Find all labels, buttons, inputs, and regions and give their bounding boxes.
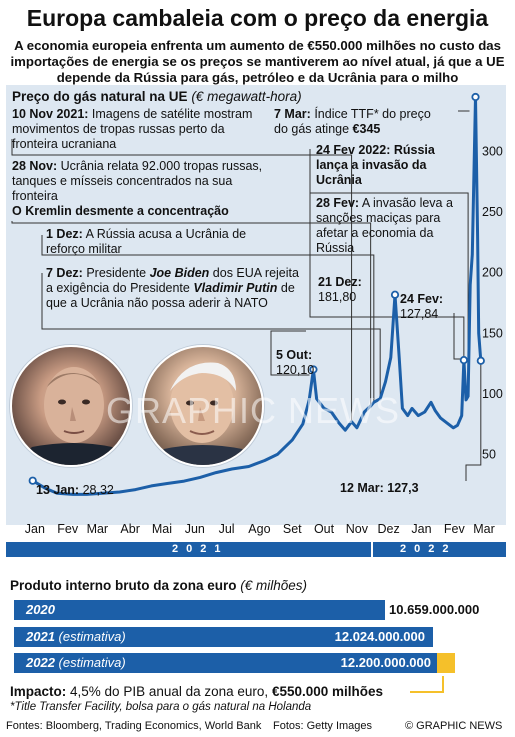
page-title: Europa cambaleia com o preço da energia xyxy=(26,5,489,31)
copyright: © GRAPHIC NEWS xyxy=(405,720,503,732)
month-label: Mai xyxy=(151,522,173,536)
gas-price-chart-panel: Preço do gás natural na UE (€ megawatt-h… xyxy=(6,85,506,525)
month-label: Nov xyxy=(345,522,368,536)
annotation-1-dez: 1 Dez: A Rússia acusa a Ucrânia de refor… xyxy=(46,227,247,256)
annotation-28-fev: 28 Fev: A invasão leva a sanções maciças… xyxy=(316,196,453,255)
gdp-bar-year: 2020 xyxy=(26,602,55,617)
data-point-marker xyxy=(471,92,480,102)
annotation-7-dez: 7 Dez: Presidente Joe Biden dos EUA reje… xyxy=(46,266,299,310)
month-label: Jan xyxy=(24,522,45,536)
gdp-value-label: 10.659.000.000 xyxy=(389,602,480,617)
data-point-marker xyxy=(390,290,400,299)
y-tick-label: 50 xyxy=(482,447,496,461)
month-label: Jul xyxy=(218,522,235,536)
gdp-bar-qualifier: (estimativa) xyxy=(58,629,126,644)
gdp-bar-2022: 2022 (estimativa) xyxy=(14,653,439,673)
month-label: Set xyxy=(282,522,302,536)
annotation-leader-line xyxy=(41,273,381,399)
gdp-increase-highlight xyxy=(437,653,455,673)
annotation-leader-line xyxy=(11,139,353,422)
month-label: Ago xyxy=(248,522,271,536)
gdp-bar-year: 2022 (estimativa) xyxy=(26,655,126,670)
annotation-leader-line xyxy=(11,221,372,406)
month-label: Mar xyxy=(86,522,109,536)
month-label: Out xyxy=(313,522,335,536)
annotation-leader-line xyxy=(309,192,469,397)
month-label: Jan xyxy=(411,522,432,536)
watermark: GRAPHIC NEWS xyxy=(106,390,401,431)
data-point-marker xyxy=(28,476,37,485)
gdp-value-label: 12.200.000.000 xyxy=(340,655,431,670)
page-subtitle: A economia europeia enfrenta um aumento … xyxy=(10,38,505,85)
gas-price-line-chart: 50 100 150 200 250 300 xyxy=(11,92,503,496)
label-13-jan: 13 Jan: 28,32 xyxy=(36,483,114,497)
label-12-mar: 12 Mar: 127,3 xyxy=(340,481,419,495)
month-label: Jun xyxy=(184,522,205,536)
annotation-leader-line xyxy=(465,360,482,481)
putin-photo xyxy=(10,345,132,467)
putin-portrait-icon xyxy=(12,367,130,465)
gdp-bar-qualifier: (estimativa) xyxy=(58,655,126,670)
y-tick-label: 200 xyxy=(482,266,503,280)
month-label: Fev xyxy=(443,522,465,536)
data-point-marker xyxy=(309,365,318,374)
impact-line: Impacto: 4,5% do PIB anual da zona euro,… xyxy=(10,684,384,699)
annotation-24-fev-2022: 24 Fev 2022: Rússia lança a invasão da U… xyxy=(316,143,435,187)
gas-price-series-line xyxy=(31,95,483,496)
label-5-out: 5 Out: 120,10 xyxy=(276,348,315,377)
gdp-bar-year: 2021 (estimativa) xyxy=(26,629,126,644)
y-tick-label: 150 xyxy=(482,326,503,340)
chart-title: Preço do gás natural na UE (€ megawatt-h… xyxy=(12,89,302,104)
label-21-dez: 21 Dez: 181,80 xyxy=(318,275,362,304)
sources: Fontes: Bloomberg, Trading Economics, Wo… xyxy=(6,720,262,732)
gdp-bar-2020: 2020 xyxy=(14,600,385,620)
year-label-2022: 2022 xyxy=(400,543,457,555)
annotation-7-mar: 7 Mar: Índice TTF* do preço do gás ating… xyxy=(274,107,431,136)
month-label: Abr xyxy=(120,522,140,536)
annotation-leader-line xyxy=(309,149,465,361)
timeline-bar xyxy=(6,542,506,557)
year-label-2021: 2021 xyxy=(172,543,229,555)
y-tick-label: 300 xyxy=(482,145,503,159)
annotation-leaders xyxy=(11,110,482,481)
data-point-marker xyxy=(459,356,468,365)
gdp-bar-2021: 2021 (estimativa) xyxy=(14,627,433,647)
annotation-10-nov: 10 Nov 2021: Imagens de satélite mostram… xyxy=(12,107,253,151)
y-tick-label: 100 xyxy=(482,387,503,401)
data-point-markers xyxy=(28,92,485,485)
month-label: Mar xyxy=(473,522,495,536)
y-tick-label: 250 xyxy=(482,205,503,219)
month-label: Fev xyxy=(57,522,79,536)
photo-credit: Fotos: Getty Images xyxy=(273,720,373,732)
footnote: *Title Transfer Facility, bolsa para o g… xyxy=(10,701,312,713)
annotation-leader-line xyxy=(270,330,310,376)
month-label: Dez xyxy=(377,522,400,536)
biden-photo xyxy=(142,345,264,467)
y-axis: 50 100 150 200 250 300 xyxy=(482,145,503,462)
data-point-marker xyxy=(476,356,485,365)
gdp-value-label: 12.024.000.000 xyxy=(334,629,425,644)
label-24-fev: 24 Fev: 127,84 xyxy=(400,292,444,321)
annotation-28-nov: 28 Nov: Ucrânia relata 92.000 tropas rus… xyxy=(12,159,263,218)
gdp-title: Produto interno bruto da zona euro (€ mi… xyxy=(10,578,308,593)
